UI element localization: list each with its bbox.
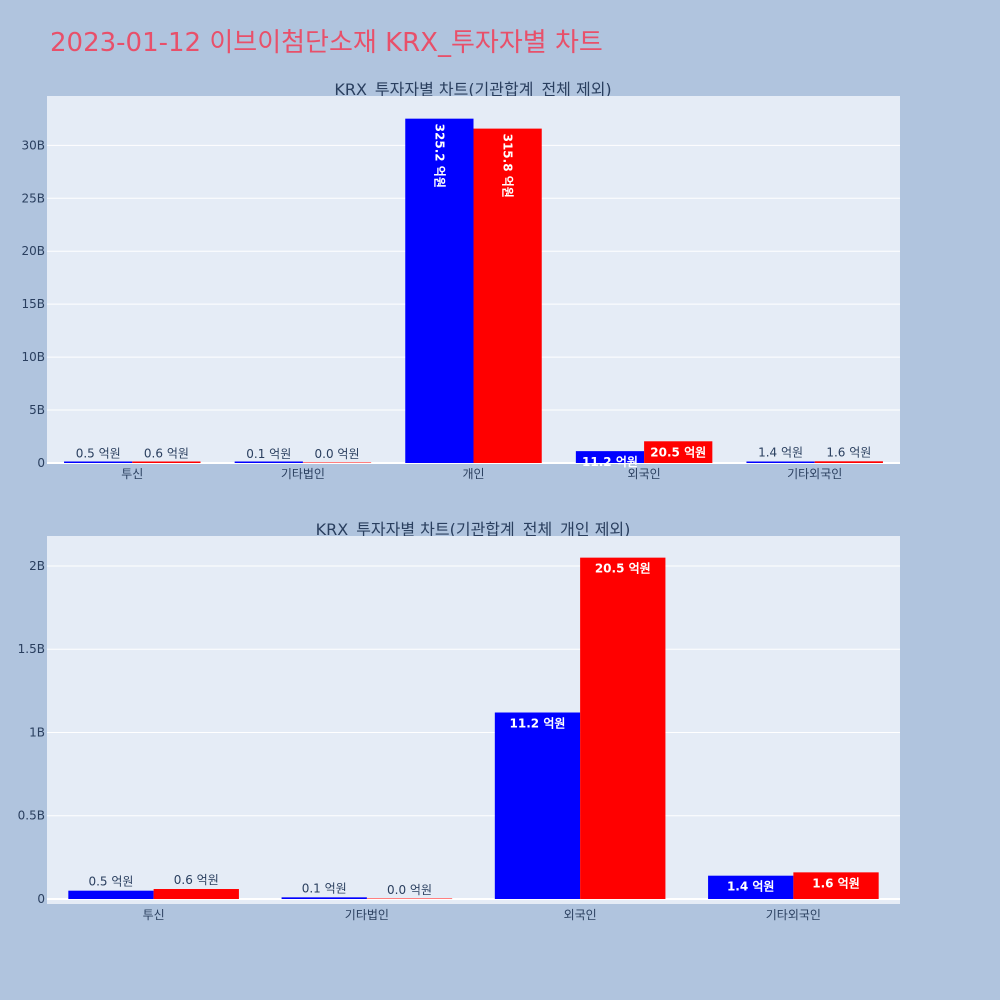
- y-tick-label: 20B: [21, 244, 45, 258]
- data-label: 0.6 억원: [144, 446, 189, 460]
- x-tick-label: 기타외국인: [787, 467, 842, 481]
- data-label: 20.5 억원: [595, 562, 651, 576]
- y-tick-label: 2B: [29, 559, 45, 573]
- bar: [64, 461, 133, 463]
- y-tick-label: 30B: [21, 138, 45, 152]
- bar: [575, 451, 645, 463]
- bar: [153, 889, 239, 900]
- bar: [746, 461, 815, 463]
- data-label: 1.6 억원: [812, 876, 860, 890]
- y-tick-label: 15B: [21, 297, 45, 311]
- x-tick-label: 기타외국인: [766, 908, 821, 922]
- x-tick-label: 기타법인: [281, 467, 325, 481]
- chart-title: KRX_투자자별 차트(기관합계_전체 제외): [334, 80, 611, 100]
- bar: [494, 712, 581, 900]
- data-label: 0.0 억원: [387, 883, 432, 897]
- bar: [302, 462, 372, 463]
- plot-area: [47, 536, 900, 904]
- bar: [644, 441, 713, 463]
- bar: [793, 872, 879, 900]
- data-label: 11.2 억원: [510, 717, 566, 731]
- data-label: 0.0 억원: [315, 447, 360, 461]
- data-label: 11.2 억원: [582, 455, 638, 469]
- x-tick-label: 개인: [462, 467, 484, 481]
- x-tick-label: 투신: [143, 908, 165, 922]
- data-label: 1.4 억원: [727, 880, 775, 894]
- data-label: 1.6 억원: [826, 445, 871, 459]
- chart-total-excl-institution: KRX_투자자별 차트(기관합계_전체 제외) 0 5B 10B 15B 20B 25B 3…: [21, 80, 900, 481]
- data-label: 20.5 억원: [650, 445, 706, 459]
- bar: [405, 118, 474, 464]
- y-tick-label: 1B: [29, 725, 45, 739]
- x-tick-label: 외국인: [628, 467, 661, 481]
- bar: [814, 461, 883, 463]
- x-tick-label: 외국인: [564, 908, 597, 922]
- y-tick-label: 25B: [21, 191, 45, 205]
- bar: [473, 128, 542, 464]
- bar: [708, 875, 794, 900]
- data-label: 0.6 억원: [174, 873, 219, 887]
- x-tick-label: 투신: [121, 467, 143, 481]
- y-tick-label: 10B: [21, 350, 45, 364]
- data-label: 1.4 억원: [758, 446, 803, 460]
- data-label: 0.1 억원: [302, 881, 347, 895]
- bar: [68, 890, 154, 900]
- bar: [580, 557, 666, 900]
- bar: [281, 897, 367, 900]
- y-tick-label: 0: [37, 456, 45, 470]
- bar: [234, 461, 303, 463]
- data-label: 0.5 억원: [76, 446, 121, 460]
- y-tick-label: 0: [37, 892, 45, 906]
- data-label: 325.2 억원: [432, 124, 446, 188]
- bar: [132, 461, 201, 463]
- y-tick-label: 5B: [29, 403, 45, 417]
- bar: [366, 898, 453, 900]
- y-tick-label: 0.5B: [18, 809, 45, 823]
- data-label: 0.1 억원: [246, 447, 291, 461]
- y-tick-label: 1.5B: [18, 642, 45, 656]
- chart-title: KRX_투자자별 차트(기관합계_전체_개인 제외): [316, 520, 631, 540]
- page-title: 2023-01-12 이브이첨단소재 KRX_투자자별 차트: [50, 28, 603, 58]
- data-label: 315.8 억원: [501, 134, 515, 198]
- x-tick-label: 기타법인: [345, 908, 389, 922]
- data-label: 0.5 억원: [88, 875, 133, 889]
